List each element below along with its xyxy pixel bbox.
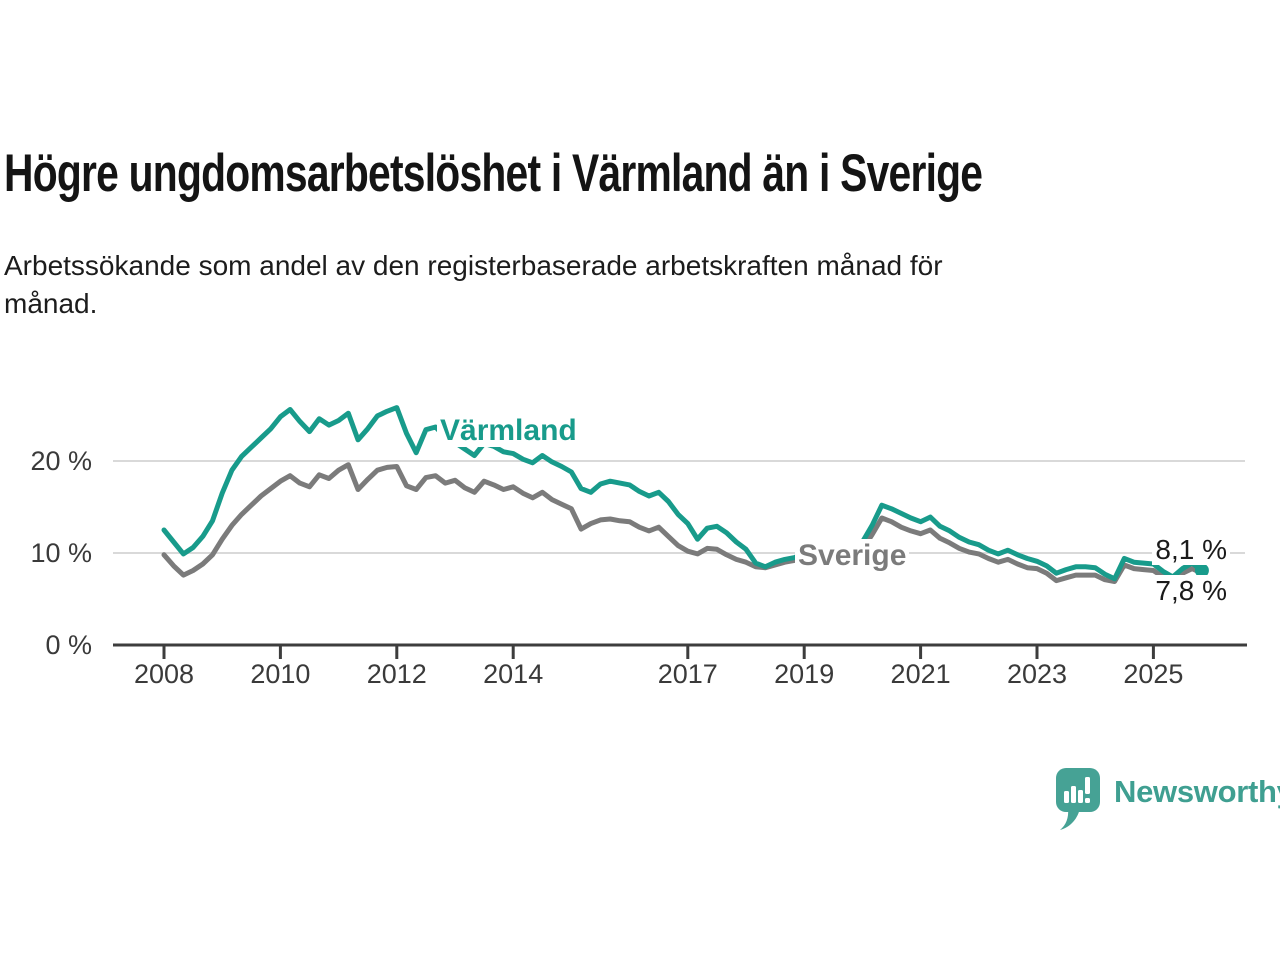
- latest-value-varmland: 8,1 %: [1152, 534, 1230, 565]
- chart-subtitle: Arbetssökande som andel av den registerb…: [4, 250, 943, 319]
- series-end-dot-värmland: [1194, 563, 1209, 578]
- series-line-värmland: [161, 405, 1205, 582]
- newsworthy-logo: Newsworthy: [1056, 768, 1280, 832]
- series-line-sverige: [161, 462, 1205, 584]
- series-label-varmland: Värmland: [437, 414, 580, 447]
- chart-title: Högre ungdomsarbetslöshet i Värmland än …: [4, 144, 983, 203]
- newsworthy-logo-text: Newsworthy: [1114, 774, 1280, 809]
- series-label-sverige: Sverige: [795, 539, 910, 572]
- latest-value-sverige: 7,8 %: [1152, 575, 1230, 606]
- newsworthy-chart-bubble-icon: [1056, 768, 1100, 830]
